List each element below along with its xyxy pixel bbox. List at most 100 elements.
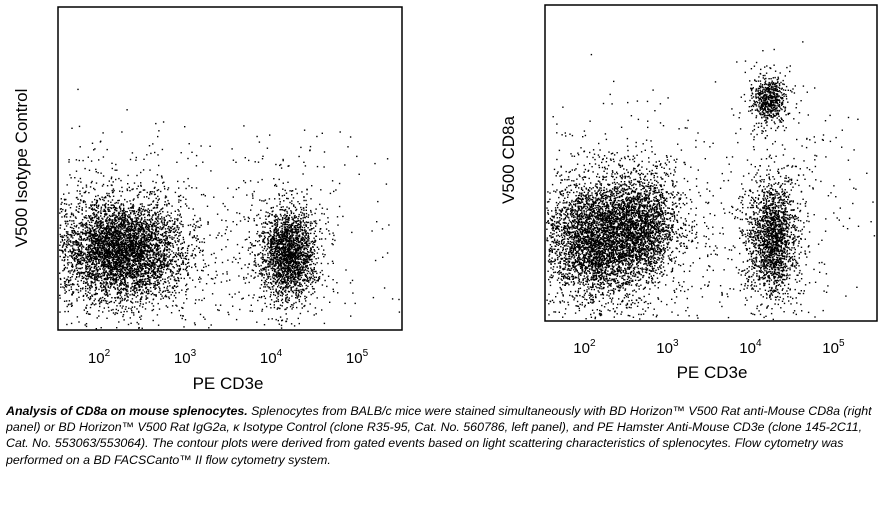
left-event-dot [86,226,88,228]
left-event-dot [152,226,154,228]
left-event-dot [135,242,138,244]
left-event-dot [150,268,153,270]
left-event-dot [83,260,85,262]
left-event-dot [152,271,155,273]
left-event-dot [99,223,102,225]
left-event-dot [85,312,88,315]
left-event-dot [111,269,114,271]
left-event-dot [85,323,88,325]
left-event-dot [203,266,205,268]
left-event-dot [119,247,121,249]
left-event-dot [161,234,163,236]
left-event-dot [106,253,108,255]
left-event-dot [86,243,88,246]
left-event-dot [143,244,145,246]
left-event-dot [70,223,73,226]
left-event-dot [123,220,126,222]
left-event-dot [160,255,162,257]
left-event-dot [169,291,171,293]
left-event-dot [157,223,159,225]
left-event-dot [182,307,184,309]
left-event-dot [151,216,153,218]
left-event-dot [154,285,156,287]
left-event-dot [94,298,96,300]
left-event-dot [81,213,83,215]
left-event-dot [104,294,107,296]
left-event-dot [132,261,135,263]
left-event-dot [102,232,104,234]
left-event-dot [161,266,163,268]
left-event-dot [292,276,295,278]
left-event-dot [136,221,139,223]
left-event-dot [79,202,81,204]
left-event-dot [138,233,140,235]
left-event-dot [109,264,111,266]
left-event-dot [125,284,127,287]
left-event-dot [104,228,106,230]
left-event-dot [94,281,96,284]
left-event-dot [120,232,122,234]
left-event-dot [155,253,157,256]
left-event-dot [149,261,152,263]
left-event-dot [60,203,62,205]
left-event-dot [118,277,121,279]
left-event-dot [134,237,136,239]
left-event-dot [104,273,106,275]
left-event-dot [148,301,151,303]
left-event-dot [100,277,103,279]
left-event-dot [133,314,135,316]
left-event-dot [163,257,165,259]
left-event-dot [169,245,172,247]
left-event-dot [96,234,98,236]
left-event-dot [93,149,95,151]
left-event-dot [127,290,129,292]
left-event-dot [82,287,84,289]
left-event-dot [124,230,127,232]
left-event-dot [177,218,179,220]
left-event-dot [95,182,98,184]
left-event-dot [98,254,100,256]
left-event-dot [133,243,135,245]
left-event-dot [66,237,69,239]
left-event-dot [96,237,99,240]
left-event-dot [177,279,180,282]
left-event-dot [106,282,108,284]
left-event-dot [67,256,69,258]
left-event-dot [110,309,113,311]
left-event-dot [145,281,147,283]
left-event-dot [140,268,143,270]
left-event-dot [130,277,133,279]
left-event-dot [134,228,137,230]
left-event-dot [112,257,114,259]
left-event-dot [130,266,132,269]
left-event-dot [96,227,98,229]
left-event-dot [148,268,151,270]
left-event-dot [197,238,199,240]
left-event-dot [183,302,185,304]
left-event-dot [138,265,141,267]
left-event-dot [151,302,153,305]
left-event-dot [68,300,71,302]
left-event-dot [91,221,93,223]
left-event-dot [142,252,144,254]
left-event-dot [133,255,135,257]
left-event-dot [115,235,117,237]
left-event-dot [110,229,112,231]
left-event-dot [122,267,124,270]
left-event-dot [147,204,149,206]
left-event-dot [113,211,116,214]
left-event-dot [138,228,140,231]
left-event-dot [116,327,118,329]
left-event-dot [88,192,90,194]
left-event-dot [79,233,81,235]
left-event-dot [98,298,101,300]
left-event-dot [167,265,169,268]
left-event-dot [147,236,150,239]
left-event-dot [140,212,142,214]
left-event-dot [96,238,98,241]
left-event-dot [88,233,90,235]
left-event-dot [178,309,180,312]
left-event-dot [165,249,168,251]
left-event-dot [91,263,94,265]
left-event-dot [147,249,149,252]
